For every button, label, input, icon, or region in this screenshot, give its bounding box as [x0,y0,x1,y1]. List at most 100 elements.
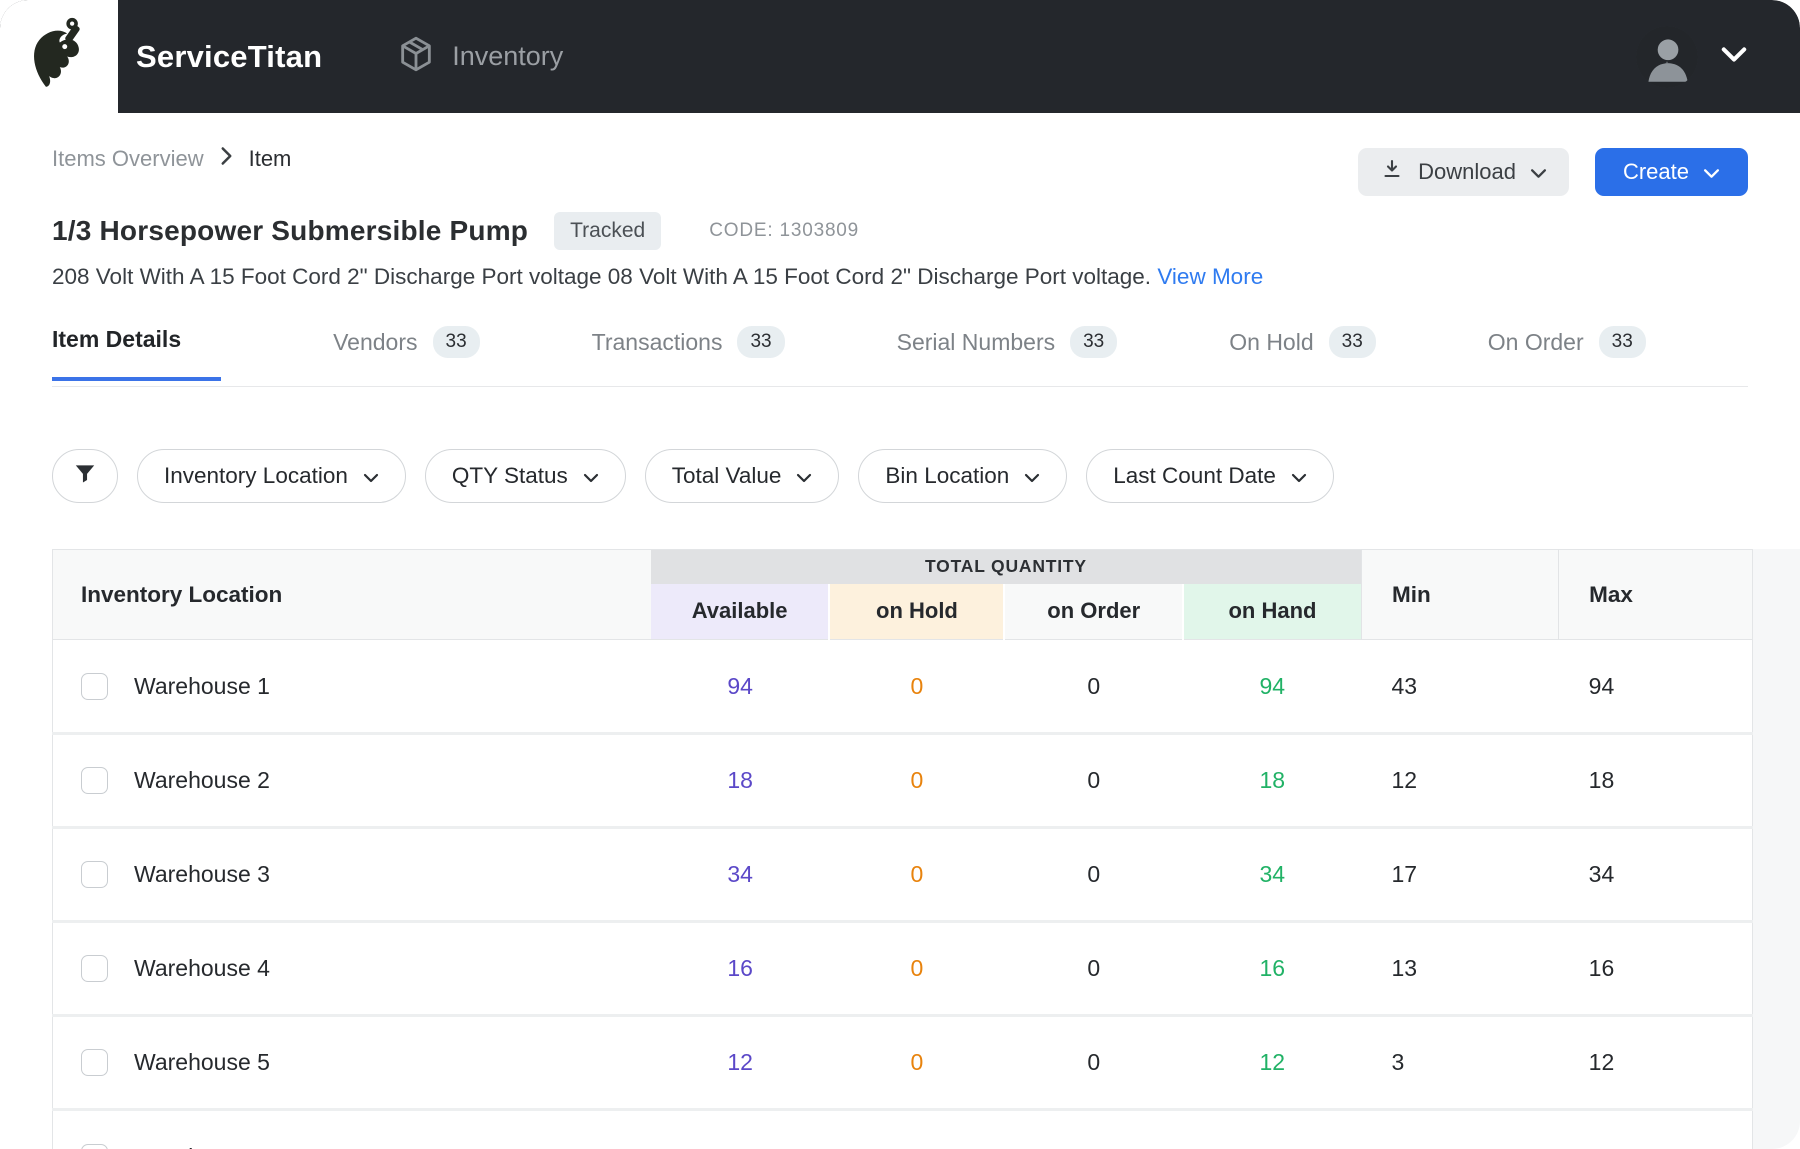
filter-chip-last-count-date[interactable]: Last Count Date [1086,449,1334,503]
tab-vendors[interactable]: Vendors 33 [333,326,480,386]
on-hand-value: 18 [1182,732,1362,828]
min-value: 4 [1361,1108,1559,1149]
top-navigation-bar: ServiceTitan Inventory [0,0,1800,113]
max-value: 12 [1558,1014,1753,1110]
location-name: Warehouse 1 [134,672,270,699]
column-header-on-hold[interactable]: on Hold [828,583,1005,640]
max-value: 5 [1558,1108,1753,1149]
download-button[interactable]: Download [1358,148,1569,196]
on-hold-value: 0 [910,672,924,699]
create-button[interactable]: Create [1594,148,1748,196]
breadcrumb-items-overview[interactable]: Items Overview [52,146,204,171]
row-checkbox[interactable] [81,955,108,982]
filter-chip-inventory-location[interactable]: Inventory Location [137,449,406,503]
column-header-inventory-location[interactable]: Inventory Location [52,549,651,640]
max-value: 94 [1588,672,1615,699]
on-hold-value: 0 [829,920,1005,1016]
on-hand-value: 5 [1182,1108,1362,1149]
on-hold-value: 0 [829,1108,1005,1149]
tab-item-details[interactable]: Item Details [52,326,222,381]
servicetitan-logo-block[interactable] [0,0,118,113]
max-value: 16 [1558,920,1753,1016]
on-hand-value: 16 [1182,920,1362,1016]
filter-chip-label: Total Value [671,463,782,488]
location-name: Warehouse 2 [134,767,270,793]
on-hand-value: 94 [1259,672,1286,699]
min-value: 3 [1361,1014,1559,1110]
chevron-down-icon [796,463,812,489]
available-value: 34 [650,826,830,922]
tab-label: Item Details [52,326,182,352]
item-code-label: CODE: 1303809 [709,220,860,241]
download-icon [1380,157,1404,187]
tab-label: On Hold [1229,328,1314,355]
tab-on-hold[interactable]: On Hold 33 [1229,326,1376,386]
column-header-available[interactable]: Available [650,583,830,640]
on-hand-value: 34 [1182,826,1362,922]
filter-chip-qty-status[interactable]: QTY Status [424,449,626,503]
app-switcher[interactable]: Inventory [396,33,563,80]
tab-transactions[interactable]: Transactions 33 [592,326,785,386]
on-order-value: 0 [1004,732,1183,828]
column-header-on-hand[interactable]: on Hand [1181,583,1362,640]
tab-serial-numbers[interactable]: Serial Numbers 33 [897,326,1118,386]
user-menu-chevron-down-icon[interactable] [1720,46,1748,68]
on-order-value: 0 [1004,1014,1183,1110]
download-chevron-down-icon [1530,159,1547,185]
servicetitan-mascot-logo [18,11,100,102]
on-hold-value: 0 [829,1014,1005,1110]
filter-chip-label: QTY Status [451,463,568,488]
column-header-on-order[interactable]: on Order [1003,583,1183,640]
tab-label: Vendors [333,328,418,355]
tab-label: Serial Numbers [896,328,1056,355]
view-more-link[interactable]: View More [1157,264,1264,289]
tab-count-badge: 33 [1598,326,1646,358]
filter-chip-total-value[interactable]: Total Value [644,449,840,503]
on-hold-value: 0 [829,826,1005,922]
row-checkbox[interactable] [81,1049,108,1076]
funnel-icon [72,461,98,492]
tab-on-order[interactable]: On Order 33 [1488,326,1646,386]
column-group-header-total-quantity: TOTAL QUANTITY [650,549,1362,584]
table-group-header-row: Inventory Location TOTAL QUANTITY Min Ma… [52,549,1753,640]
filter-chip-label: Bin Location [885,463,1010,488]
row-checkbox[interactable] [81,1143,108,1149]
row-checkbox[interactable] [81,672,108,700]
filter-chip-label: Last Count Date [1113,463,1276,488]
item-description-text: 208 Volt With A 15 Foot Cord 2" Discharg… [52,264,1152,289]
create-button-label: Create [1622,159,1689,184]
min-value: 43 [1391,672,1418,699]
chevron-down-icon [363,463,379,489]
on-order-value: 0 [1087,672,1101,699]
column-header-max[interactable]: Max [1558,549,1753,640]
table-row: Warehouse 2 18 0 0 18 12 18 [52,732,1753,828]
on-order-value: 0 [1004,1108,1183,1149]
filter-funnel-button[interactable] [52,449,118,503]
inventory-locations-table: Inventory Location TOTAL QUANTITY Min Ma… [52,549,1753,1149]
on-hold-value: 0 [829,732,1005,828]
tab-count-badge: 33 [737,326,785,358]
table-row: Warehouse 1 94 0 0 94 43 94 [53,640,1753,734]
table-row: Warehouse 5 12 0 0 12 3 12 [52,1014,1753,1110]
breadcrumb: Items Overview Item [52,146,291,172]
filter-bar: Inventory Location QTY Status Total Valu… [52,449,1748,503]
available-value: 94 [727,672,753,699]
on-order-value: 0 [1004,826,1183,922]
create-chevron-down-icon [1703,159,1720,185]
max-value: 18 [1558,732,1753,828]
tracked-status-badge: Tracked [554,212,662,250]
location-name: Warehouse 6 [134,1144,270,1149]
user-avatar[interactable] [1636,25,1698,88]
min-value: 12 [1361,732,1559,828]
table-row: Warehouse 4 16 0 0 16 13 16 [52,920,1753,1016]
table-row: Warehouse 6 5 0 0 5 4 5 [52,1108,1753,1149]
table-sub-header-row: Available on Hold on Order on Hand [53,583,1753,640]
row-checkbox[interactable] [81,767,108,794]
tab-bar: Item Details Vendors 33 Transactions 33 … [52,326,1748,387]
filter-chip-label: Inventory Location [164,463,348,488]
row-checkbox[interactable] [81,861,108,888]
column-header-min[interactable]: Min [1360,549,1559,640]
available-value: 18 [650,732,830,828]
filter-chip-bin-location[interactable]: Bin Location [858,449,1068,503]
